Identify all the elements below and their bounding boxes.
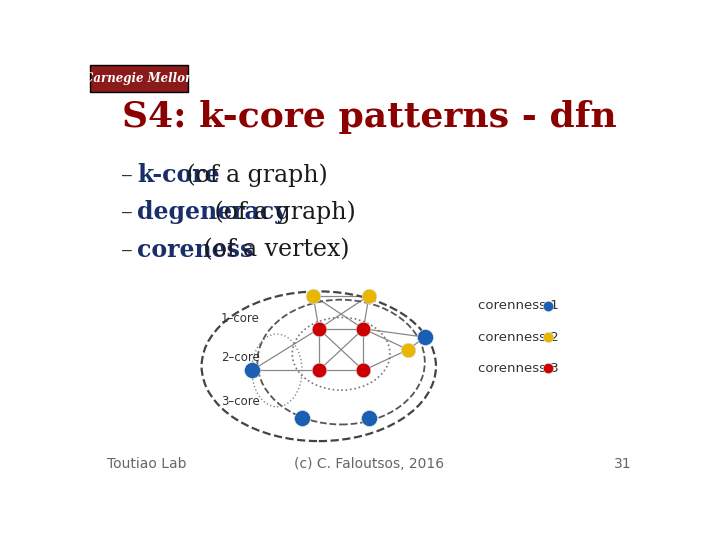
Text: S4: k-core patterns - dfn: S4: k-core patterns - dfn [122,100,616,134]
Text: –: – [121,238,132,261]
Point [313,366,325,375]
Point [363,291,374,300]
Text: corenness 2: corenness 2 [478,330,559,343]
Text: (of a graph): (of a graph) [207,201,356,224]
Text: corenness 1: corenness 1 [478,300,559,313]
Point [358,325,369,333]
Text: –: – [121,201,132,224]
Point [307,291,319,300]
Point [402,345,414,354]
Text: corenness 3: corenness 3 [478,362,559,375]
Text: Toutiao Lab: Toutiao Lab [107,457,186,471]
Text: degeneracy: degeneracy [138,200,288,225]
Text: 2–core: 2–core [221,352,260,365]
Text: 31: 31 [613,457,631,471]
Point [541,364,553,373]
Text: coreness: coreness [138,238,254,262]
Text: –: – [121,164,132,186]
Point [363,414,374,422]
Text: k-core: k-core [138,163,220,187]
Point [246,366,258,375]
Point [541,333,553,341]
FancyBboxPatch shape [90,65,188,92]
Text: Carnegie Mellon: Carnegie Mellon [84,72,193,85]
Point [541,302,553,310]
Text: (c) C. Faloutsos, 2016: (c) C. Faloutsos, 2016 [294,457,444,471]
Text: 1–core: 1–core [221,312,260,325]
Point [313,325,325,333]
Point [297,414,308,422]
Point [358,366,369,375]
Point [419,333,431,341]
Text: (of a vertex): (of a vertex) [196,238,349,261]
Text: 3–core: 3–core [221,395,260,408]
Text: (of a graph): (of a graph) [179,163,328,187]
